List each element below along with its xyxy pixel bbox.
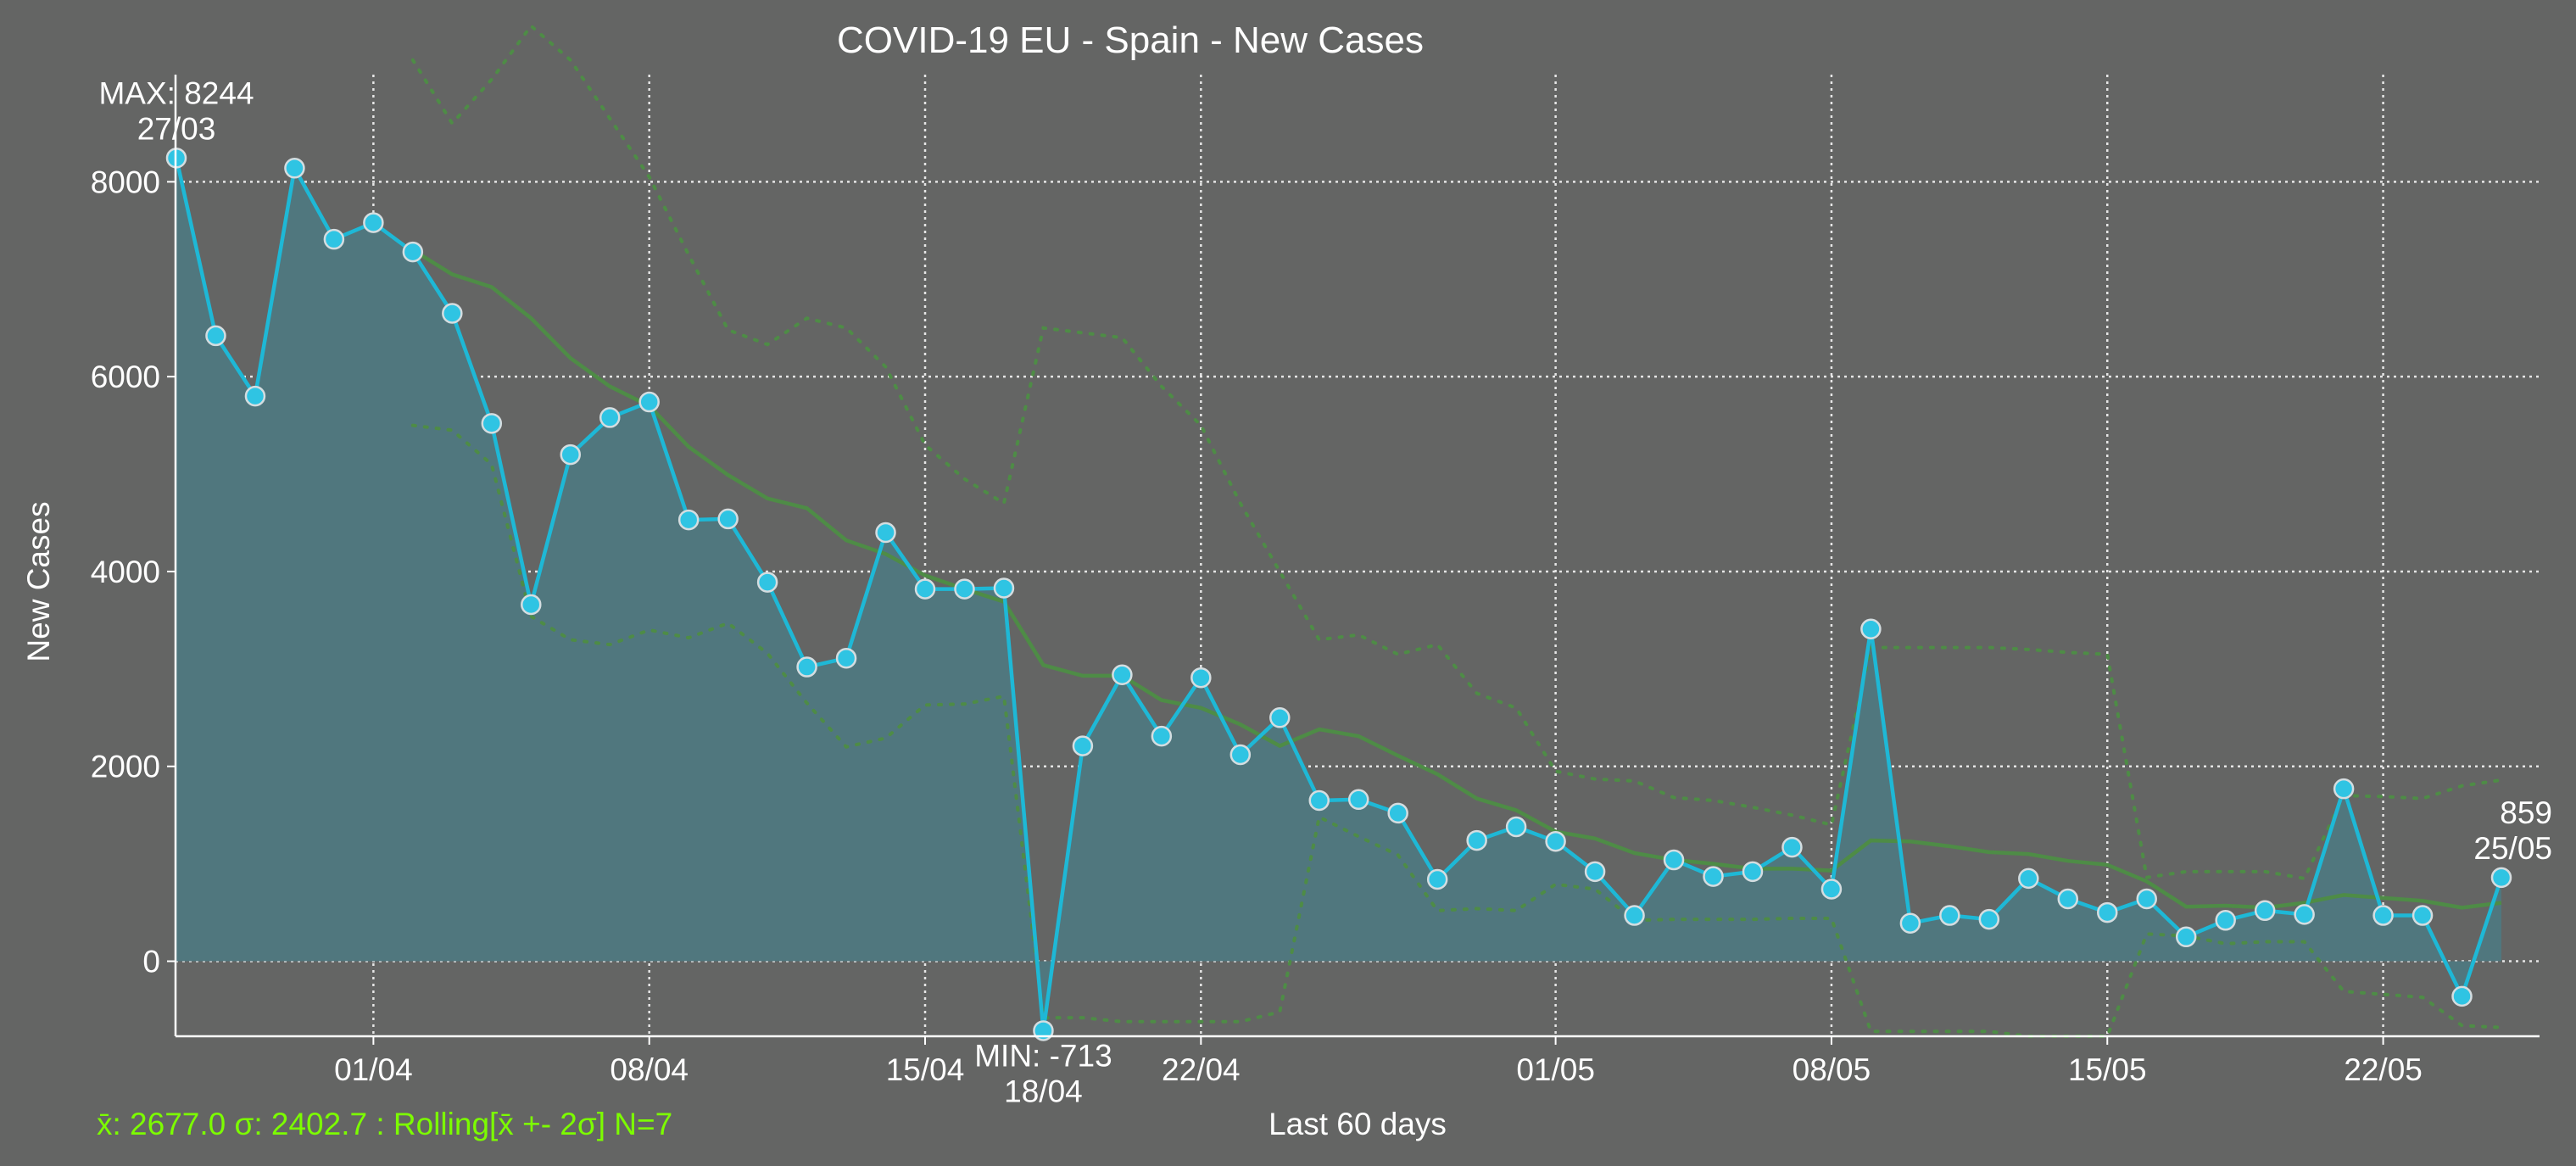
- data-point: [1939, 905, 1960, 926]
- x-tick-label: 15/05: [2068, 1052, 2147, 1087]
- rolling-lower-band: [410, 423, 2503, 1038]
- data-point: [1820, 879, 1843, 900]
- data-point: [1742, 861, 1764, 883]
- data-point: [1860, 618, 1882, 639]
- data-point: [599, 407, 621, 428]
- data-point: [796, 656, 817, 678]
- x-tick-label: 22/04: [1162, 1052, 1241, 1087]
- data-point: [1781, 836, 1803, 858]
- rolling-band: [410, 23, 2503, 1038]
- data-point: [1703, 866, 1724, 887]
- data-point: [521, 594, 542, 616]
- data-point: [1229, 744, 1252, 766]
- data-point: [1466, 829, 1487, 851]
- data-point: [481, 413, 503, 434]
- data-point: [1112, 664, 1133, 685]
- data-point: [2018, 868, 2039, 890]
- area-under-curve: [176, 158, 2501, 1031]
- annotation-value: MIN: -713: [974, 1038, 1112, 1073]
- data-point: [1624, 905, 1645, 926]
- data-point: [2097, 901, 2118, 923]
- data-point: [1545, 830, 1566, 852]
- y-axis-label: New Cases: [21, 501, 56, 661]
- y-tick-label: 6000: [91, 360, 160, 394]
- data-point: [284, 158, 305, 179]
- x-tick-label: 01/04: [334, 1052, 413, 1087]
- data-point: [2490, 867, 2512, 889]
- annotation-date: 25/05: [2473, 831, 2552, 866]
- data-point: [1151, 725, 1173, 747]
- data-point: [2333, 778, 2355, 800]
- data-point: [2451, 985, 2473, 1007]
- data-point: [756, 572, 778, 593]
- data-point: [1072, 735, 1094, 756]
- data-point: [1505, 816, 1527, 838]
- y-tick-label: 4000: [91, 555, 160, 589]
- area-fill: [176, 158, 2501, 1031]
- annotation-value: 859: [2500, 795, 2552, 830]
- data-point: [442, 303, 463, 324]
- x-tick-label: 22/05: [2344, 1052, 2423, 1087]
- data-point: [993, 577, 1015, 599]
- annotation-value: MAX: 8244: [98, 75, 254, 110]
- data-point: [1899, 912, 1921, 934]
- x-tick-label: 08/04: [610, 1052, 689, 1087]
- data-point: [1663, 849, 1685, 871]
- data-point: [717, 508, 739, 530]
- data-point: [914, 578, 936, 600]
- data-point: [2175, 926, 2197, 948]
- data-point: [1347, 789, 1369, 811]
- y-tick-label: 8000: [91, 165, 160, 199]
- stats-caption: x̄: 2677.0 σ: 2402.7 : Rolling[x̄ +- 2σ]…: [97, 1107, 672, 1141]
- data-point: [2215, 910, 2236, 931]
- data-point: [1584, 861, 1606, 883]
- data-point: [2057, 888, 2079, 910]
- data-point: [2412, 905, 2434, 926]
- y-tick-label: 2000: [91, 750, 160, 784]
- data-point: [835, 647, 857, 669]
- data-point: [560, 444, 581, 466]
- data-point: [875, 522, 896, 544]
- data-point: [1387, 802, 1408, 824]
- data-point: [2294, 904, 2315, 925]
- data-point: [1269, 707, 1291, 728]
- data-point: [323, 228, 345, 250]
- data-point: [2254, 900, 2276, 922]
- labels: COVID-19 EU - Spain - New Cases Last 60 …: [21, 20, 1447, 1141]
- data-point: [2136, 888, 2157, 910]
- data-point: [205, 325, 226, 347]
- data-point: [954, 578, 975, 600]
- y-tick-label: 0: [142, 945, 160, 979]
- data-point: [1426, 868, 1448, 890]
- data-point: [402, 241, 424, 263]
- axes: 0 2000 4000 6000 8000 01/04 08/04 15/04 22/04 01/…: [91, 75, 2540, 1087]
- data-point: [1308, 789, 1330, 812]
- x-tick-label: 01/05: [1516, 1052, 1595, 1087]
- data-point: [363, 212, 384, 233]
- x-tick-label: 15/04: [886, 1052, 965, 1087]
- data-point: [2372, 905, 2394, 926]
- annotation-date: 18/04: [1004, 1074, 1083, 1108]
- x-tick-label: 08/05: [1793, 1052, 1871, 1087]
- data-points: [165, 148, 2512, 1041]
- data-point: [638, 391, 660, 413]
- data-point: [244, 385, 266, 407]
- data-point: [1978, 908, 2000, 930]
- rolling-mean-line: [411, 248, 2502, 910]
- data-point: [1190, 667, 1212, 689]
- x-axis-label: Last 60 days: [1268, 1107, 1447, 1141]
- chart-title: COVID-19 EU - Spain - New Cases: [837, 20, 1424, 61]
- data-point: [677, 509, 700, 531]
- annotation-date: 27/03: [137, 111, 216, 146]
